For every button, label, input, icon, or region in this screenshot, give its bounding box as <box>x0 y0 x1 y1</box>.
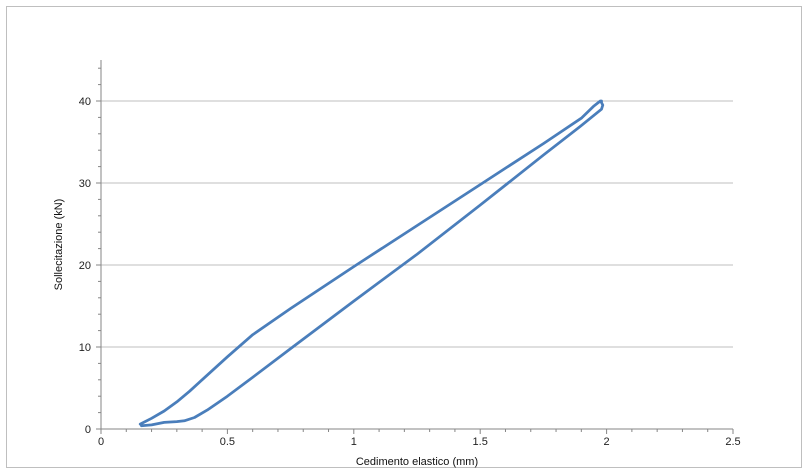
series-line-0 <box>138 99 605 428</box>
tick-marks <box>96 67 734 434</box>
chart-frame <box>6 6 802 468</box>
x-axis-title: Cedimento elastico (mm) <box>356 456 478 468</box>
x-tick-label: 0.5 <box>220 436 235 448</box>
y-tick-label: 40 <box>79 96 91 108</box>
y-tick-label: 0 <box>85 424 91 436</box>
y-tick-label: 20 <box>79 260 91 272</box>
x-tick-label: 1.5 <box>473 436 488 448</box>
axes <box>100 60 733 430</box>
x-tick-label: 1 <box>351 436 357 448</box>
x-tick-label: 2.5 <box>725 436 740 448</box>
series-group <box>138 99 605 428</box>
y-tick-labels: 0 10 20 30 40 <box>79 96 91 436</box>
x-tick-label: 0 <box>98 436 104 448</box>
y-axis-title: Sollecitazione (kN) <box>53 199 65 291</box>
y-tick-label: 30 <box>79 178 91 190</box>
gridlines <box>101 100 733 348</box>
y-tick-label: 10 <box>79 342 91 354</box>
x-tick-labels: 0 0.5 1 1.5 2 2.5 <box>98 436 741 448</box>
x-tick-label: 2 <box>604 436 610 448</box>
